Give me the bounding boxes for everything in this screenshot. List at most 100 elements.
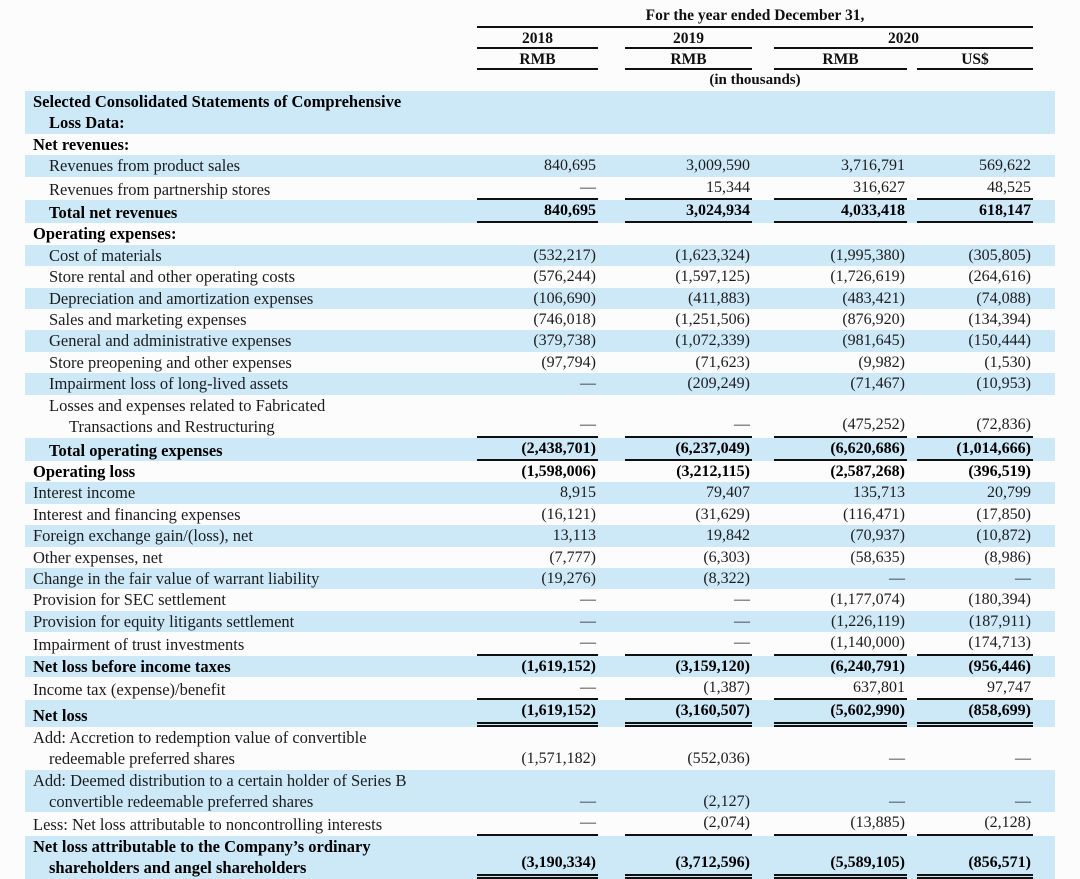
- value-cell: 135,713: [853, 484, 905, 502]
- row-label-line1: Net loss before income taxes: [33, 656, 231, 676]
- row-label: Foreign exchange gain/(loss), net: [25, 525, 477, 546]
- value-cell: (97,794): [541, 353, 596, 371]
- row-label-line1: Selected Consolidated Statements of Comp…: [33, 92, 402, 111]
- row-label-line1: Total operating expenses: [49, 440, 223, 460]
- table-row: Total operating expenses (2,438,701) (6,23…: [25, 437, 1055, 461]
- value-cell: (3,160,507): [625, 700, 752, 727]
- table-row: Impairment loss of long-lived assets — (20…: [25, 373, 1055, 395]
- row-label: Impairment of trust investments: [25, 634, 477, 655]
- value-cell: —: [477, 677, 598, 701]
- value-cell: —: [477, 632, 598, 656]
- value-cell: (3,190,334): [477, 852, 598, 879]
- value-cell: (396,519): [968, 462, 1031, 480]
- currency-columns: RMB RMB RMB US$: [477, 49, 1033, 70]
- row-label-line2: convertible redeemable preferred shares: [49, 792, 314, 811]
- row-label: Operating expenses:: [25, 223, 477, 244]
- value-cell: (411,883): [687, 289, 750, 307]
- row-label-line1: Interest income: [33, 483, 136, 503]
- value-cell: 618,147: [917, 200, 1033, 224]
- value-cell: (1,726,619): [830, 268, 905, 286]
- value-cell: —: [1015, 750, 1031, 768]
- value-cell: 316,627: [774, 177, 907, 201]
- row-label-line1: Store preopening and other expenses: [49, 352, 292, 372]
- table-header: For the year ended December 31, 2018 201…: [25, 6, 1055, 89]
- row-label: Net loss attributable to the Company’s o…: [25, 836, 477, 879]
- row-label-line1: Store rental and other operating costs: [49, 267, 296, 287]
- value-cell: (7,777): [549, 548, 596, 566]
- row-label-line2: redeemable preferred shares: [49, 749, 235, 769]
- value-cell: 3,716,791: [841, 157, 905, 175]
- table-row: Change in the fair value of warrant liab…: [25, 567, 1055, 590]
- table-row: Revenues from partnership stores — 15,344 3…: [25, 177, 1055, 201]
- value-cell: 3,024,934: [625, 200, 752, 224]
- row-label: Losses and expenses related to Fabricate…: [25, 395, 477, 438]
- row-label: Provision for SEC settlement: [25, 589, 477, 610]
- row-label-line2: Transactions and Restructuring: [69, 417, 275, 437]
- table-row: Losses and expenses related to Fabricate…: [25, 395, 1055, 438]
- value-cell: (483,421): [842, 289, 905, 307]
- table-row: General and administrative expenses (379,…: [25, 330, 1055, 352]
- row-label: Sales and marketing expenses: [25, 309, 477, 330]
- row-label-line1: Sales and marketing expenses: [49, 310, 247, 330]
- row-label: Income tax (expense)/benefit: [25, 679, 477, 700]
- value-cell: (1,530): [984, 353, 1031, 371]
- value-cell: (6,620,686): [774, 438, 907, 461]
- value-cell: (576,244): [533, 268, 596, 286]
- row-label: Net loss: [25, 705, 477, 726]
- value-cell: 840,695: [544, 157, 596, 175]
- row-label-line1: Provision for equity litigants settlemen…: [33, 611, 295, 631]
- row-label: Operating loss: [25, 461, 477, 482]
- table-row: Store preopening and other expenses (97,7…: [25, 352, 1055, 373]
- row-label: Change in the fair value of warrant liab…: [25, 568, 477, 589]
- value-cell: (6,240,791): [830, 657, 905, 675]
- table-row: Impairment of trust investments — — (1,140,…: [25, 632, 1055, 656]
- value-cell: (475,252): [774, 414, 907, 438]
- value-cell: 79,407: [706, 484, 750, 502]
- units-note: (in thousands): [709, 72, 801, 88]
- table-row: Net loss attributable to the Company’s o…: [25, 835, 1055, 879]
- table-row: Interest and financing expenses (16,121) (…: [25, 504, 1055, 525]
- value-cell: (746,018): [533, 311, 596, 329]
- value-cell: —: [580, 612, 596, 630]
- value-cell: 840,695: [477, 200, 598, 224]
- value-cell: (3,212,115): [676, 462, 750, 480]
- row-label-line1: Interest and financing expenses: [33, 504, 241, 524]
- value-cell: (552,036): [687, 750, 750, 768]
- value-cell: —: [580, 375, 596, 393]
- table-row: Provision for SEC settlement — — (1,177,074…: [25, 589, 1055, 610]
- table-row: Net loss before income taxes (1,619,152) (…: [25, 655, 1055, 677]
- value-cell: (305,805): [968, 246, 1031, 264]
- value-cell: (8,322): [703, 569, 750, 587]
- row-label-line1: Revenues from partnership stores: [49, 179, 271, 199]
- row-label-line1: Losses and expenses related to Fabricate…: [49, 395, 326, 415]
- value-cell: 569,622: [979, 157, 1031, 175]
- row-label: Less: Net loss attributable to noncontro…: [25, 814, 477, 835]
- row-label-line1: Impairment loss of long-lived assets: [49, 374, 289, 394]
- row-label-line1: Foreign exchange gain/(loss), net: [33, 526, 253, 546]
- value-cell: (71,623): [695, 353, 750, 371]
- financial-statements-table: For the year ended December 31, 2018 201…: [25, 0, 1055, 879]
- value-cell: —: [477, 812, 598, 836]
- value-cell: —: [580, 591, 596, 609]
- value-cell: (71,467): [850, 375, 905, 393]
- value-cell: (19,276): [541, 569, 596, 587]
- row-label-line1: Impairment of trust investments: [33, 635, 245, 655]
- value-cell: (6,237,049): [625, 438, 752, 461]
- row-label-line1: Revenues from product sales: [49, 156, 241, 176]
- value-cell: (1,014,666): [917, 438, 1033, 461]
- table-row: Revenues from product sales 840,695 3,009,…: [25, 155, 1055, 177]
- row-label: Net loss before income taxes: [25, 656, 477, 677]
- value-cell: (264,616): [968, 268, 1031, 286]
- value-cell: (2,587,268): [830, 462, 905, 480]
- row-label: Selected Consolidated Statements of Comp…: [25, 91, 477, 134]
- value-cell: (1,623,324): [675, 246, 750, 264]
- period-title: For the year ended December 31,: [477, 6, 1033, 28]
- value-cell: (876,920): [842, 311, 905, 329]
- value-cell: —: [625, 414, 752, 438]
- table-row: Sales and marketing expenses (746,018) (1,…: [25, 309, 1055, 330]
- value-cell: 20,799: [987, 484, 1031, 502]
- table-body: Selected Consolidated Statements of Comp…: [25, 91, 1055, 879]
- value-cell: —: [625, 632, 752, 656]
- table-row: Add: Accretion to redemption value of co…: [25, 727, 1055, 770]
- table-row: Total net revenues 840,695 3,024,934 4,033,…: [25, 200, 1055, 224]
